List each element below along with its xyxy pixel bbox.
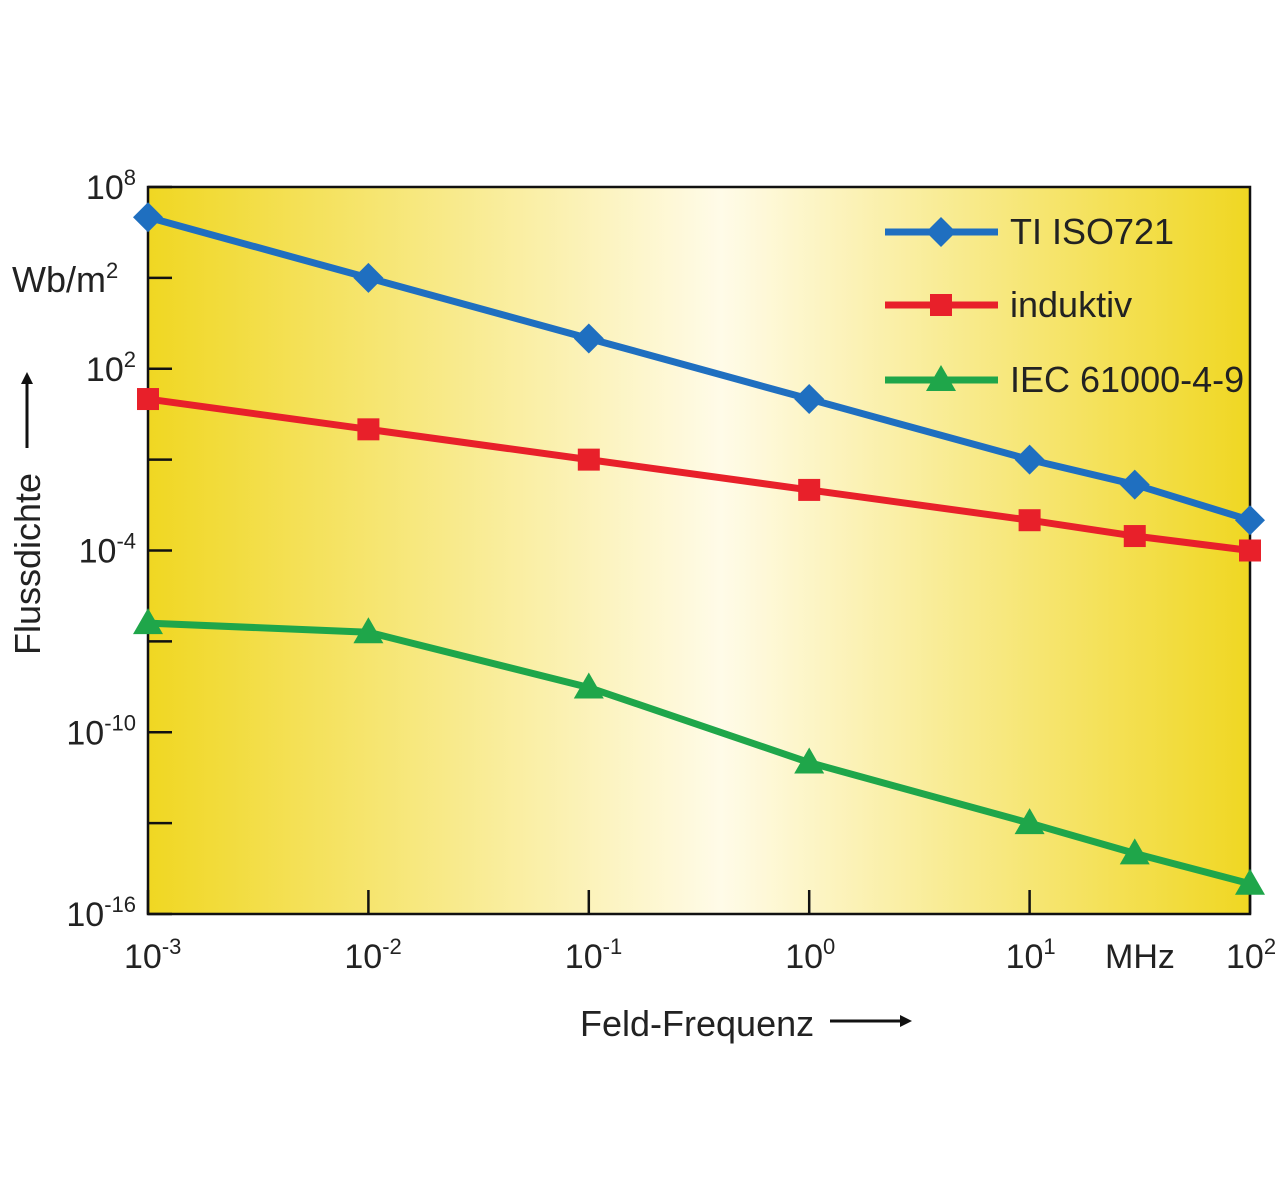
legend-label: induktiv xyxy=(1010,284,1132,325)
data-point xyxy=(357,418,380,441)
x-axis-ticks: 10-3 10-2 10-1 100 101 102 xyxy=(124,890,1276,976)
x-tick-label: 10-2 xyxy=(344,934,401,976)
x-axis-title: Feld-Frequenz xyxy=(580,1003,814,1044)
data-point xyxy=(794,747,825,774)
plot-area xyxy=(146,185,1252,916)
x-tick-label: 100 xyxy=(785,934,835,976)
data-point xyxy=(1014,808,1045,835)
data-point xyxy=(1018,509,1041,532)
y-axis-ticks: 108 102 10-4 10-10 10-16 xyxy=(66,165,172,934)
y-tick-label: 10-16 xyxy=(66,892,136,934)
data-point xyxy=(1235,505,1265,536)
data-point xyxy=(1014,444,1045,475)
y-tick-label: 10-4 xyxy=(79,529,136,571)
data-point xyxy=(133,202,163,233)
data-point xyxy=(353,262,384,293)
data-point xyxy=(1119,838,1150,865)
data-point xyxy=(573,672,604,699)
data-point xyxy=(137,388,159,411)
y-axis-title: Flussdichte xyxy=(7,473,48,655)
y-tick-label: 108 xyxy=(86,165,136,207)
data-point xyxy=(798,478,821,501)
legend-label: IEC 61000-4-9 xyxy=(1010,359,1244,400)
x-tick-label: 10-3 xyxy=(124,934,181,976)
series-layer xyxy=(133,202,1265,895)
x-tick-label: 102 xyxy=(1226,934,1276,976)
x-unit-label: MHz xyxy=(1105,938,1175,976)
data-point xyxy=(1235,868,1265,895)
series-1 xyxy=(137,388,1261,562)
data-point xyxy=(353,617,384,644)
legend: TI ISO721 induktiv IEC 61000-4-9 xyxy=(885,211,1244,400)
data-point xyxy=(794,384,825,415)
legend-marker xyxy=(930,294,952,316)
series-0 xyxy=(133,202,1265,536)
series-2 xyxy=(133,608,1265,895)
x-tick-label: 10-1 xyxy=(565,934,622,976)
data-point xyxy=(577,448,600,471)
data-point xyxy=(1123,525,1146,548)
data-point xyxy=(133,608,163,635)
data-point xyxy=(1239,539,1261,562)
y-tick-label: 10-10 xyxy=(66,710,136,752)
legend-marker xyxy=(926,217,956,247)
y-tick-label: 102 xyxy=(86,347,136,389)
y-unit-label: Wb/m2 xyxy=(12,258,118,300)
x-tick-label: 101 xyxy=(1006,934,1056,976)
data-point xyxy=(573,323,604,354)
legend-marker xyxy=(926,365,956,391)
legend-label: TI ISO721 xyxy=(1010,211,1174,252)
data-point xyxy=(1119,469,1150,500)
